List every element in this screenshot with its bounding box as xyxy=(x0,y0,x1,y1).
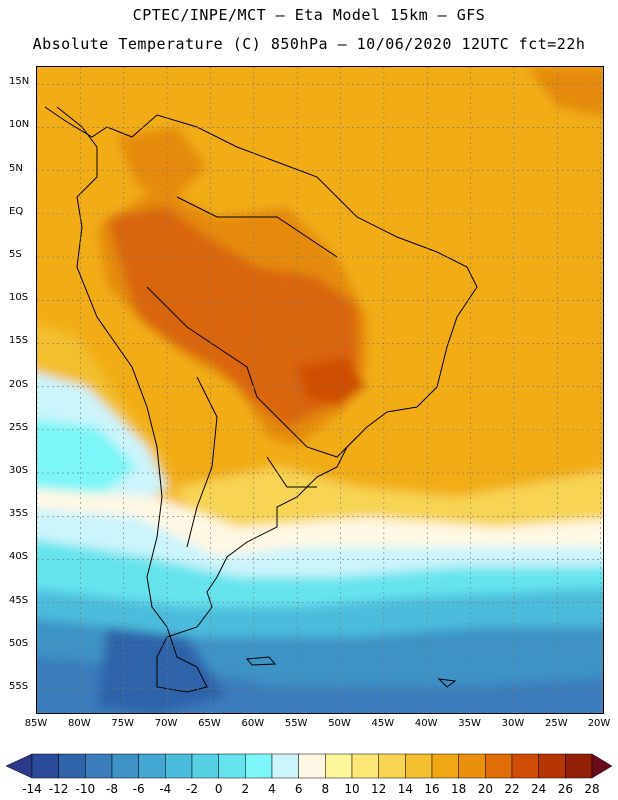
colorbar-tick-label: -8 xyxy=(106,782,118,796)
colorbar-swatch xyxy=(485,753,513,779)
colorbar-tick-label: 0 xyxy=(214,782,223,796)
colorbar-under-arrow xyxy=(5,753,33,779)
lat-tick-label: 30S xyxy=(9,465,29,477)
color-legend xyxy=(5,753,613,779)
colorbar-swatch xyxy=(431,753,459,779)
colorbar-tick-label: 4 xyxy=(268,782,276,796)
colorbar-tick-label: 20 xyxy=(477,782,493,796)
lon-tick-label: 40W xyxy=(414,718,438,729)
colorbar-swatch xyxy=(111,753,139,779)
lat-tick-label: 25S xyxy=(9,421,29,433)
colorbar-tick-label: -12 xyxy=(48,782,69,796)
colorbar-tick-label: 8 xyxy=(321,782,330,796)
colorbar-tick-label: 10 xyxy=(344,782,360,796)
colorbar-tick-label: -10 xyxy=(75,782,96,796)
colorbar-swatch xyxy=(245,753,273,779)
colorbar-swatch xyxy=(298,753,326,779)
colorbar-tick-label: -2 xyxy=(186,782,198,796)
lat-tick-label: 10S xyxy=(9,292,29,304)
colorbar-swatch xyxy=(378,753,406,779)
island xyxy=(246,656,277,666)
lat-tick-label: 10N xyxy=(9,119,30,131)
colorbar-tick-label: 12 xyxy=(371,782,387,796)
colorbar-swatch xyxy=(351,753,379,779)
colorbar-tick-label: -4 xyxy=(159,782,172,796)
temperature-field xyxy=(37,67,603,713)
lon-tick-label: 65W xyxy=(198,718,221,729)
lon-tick-label: 80W xyxy=(68,718,91,729)
field-band xyxy=(37,419,137,497)
lon-tick-label: 60W xyxy=(241,718,265,729)
graticule xyxy=(37,67,603,713)
colorbar-swatch xyxy=(58,753,86,779)
country-border xyxy=(146,286,278,418)
lat-tick-label: EQ xyxy=(9,205,24,217)
lon-tick-label: 25W xyxy=(544,718,568,729)
colorbar-tick-label: -14 xyxy=(22,782,42,796)
chart-title: CPTEC/INPE/MCT – Eta Model 15km – GFS xyxy=(132,6,486,24)
colorbar-tick-label: 16 xyxy=(424,782,440,796)
colorbar-swatch xyxy=(271,753,299,779)
colorbar-swatch xyxy=(191,753,219,779)
lon-tick-label: 55W xyxy=(284,718,308,729)
country-border xyxy=(276,416,358,458)
colorbar-tick-label: 14 xyxy=(397,782,413,796)
colorbar-tick-label: 22 xyxy=(504,782,520,796)
colorbar-tick-label: 2 xyxy=(241,782,250,796)
colorbar-swatch xyxy=(325,753,353,779)
country-border xyxy=(176,196,338,258)
lon-tick-label: 50W xyxy=(328,718,351,729)
colorbar-tick-label: 24 xyxy=(531,782,547,796)
lat-tick-label: 50S xyxy=(9,637,29,649)
lon-tick-label: 75W xyxy=(111,718,135,729)
colorbar-swatch xyxy=(511,753,539,779)
colorbar-tick-label: 28 xyxy=(584,782,600,796)
colorbar-tick-label: -6 xyxy=(132,782,145,796)
field-band xyxy=(117,127,207,197)
lon-tick-label: 70W xyxy=(154,718,178,729)
field-band xyxy=(107,207,357,427)
coastlines xyxy=(44,106,478,693)
colorbar-swatch xyxy=(538,753,566,779)
colorbar-tick-label: 26 xyxy=(557,782,573,796)
chart-subtitle: Absolute Temperature (C) 850hPa – 10/06/… xyxy=(32,35,586,53)
lat-tick-label: 5N xyxy=(9,162,23,174)
island xyxy=(437,678,457,688)
colorbar-swatch xyxy=(85,753,113,779)
field-band xyxy=(177,467,603,537)
lon-tick-label: 30W xyxy=(501,718,525,729)
lat-tick-label: 15N xyxy=(9,76,30,88)
colorbar-swatch xyxy=(458,753,486,779)
colorbar-over-arrow xyxy=(591,753,613,779)
lon-tick-label: 35W xyxy=(458,718,481,729)
map-panel xyxy=(36,66,604,714)
lat-tick-label: 20S xyxy=(9,378,29,390)
lon-tick-label: 20W xyxy=(587,718,611,729)
lat-tick-label: 15S xyxy=(9,335,29,347)
temperature-map xyxy=(37,67,603,713)
colorbar-swatch xyxy=(31,753,59,779)
colorbar-swatch xyxy=(165,753,193,779)
colorbar-swatch xyxy=(565,753,593,779)
lat-tick-label: 40S xyxy=(9,551,29,563)
country-border xyxy=(266,456,317,488)
continent-outline xyxy=(44,106,478,693)
field-band xyxy=(297,357,367,407)
lon-tick-label: 85W xyxy=(24,718,48,729)
field-band xyxy=(527,67,603,117)
lat-tick-label: 55S xyxy=(9,681,29,693)
lat-tick-label: 35S xyxy=(9,508,29,520)
colorbar-swatch xyxy=(138,753,166,779)
colorbar-swatch xyxy=(405,753,433,779)
lat-tick-label: 5S xyxy=(9,249,22,261)
field-band xyxy=(97,627,227,713)
colorbar-tick-label: 6 xyxy=(294,782,303,796)
lat-tick-label: 45S xyxy=(9,594,29,606)
lon-tick-label: 45W xyxy=(371,718,395,729)
colorbar-swatch xyxy=(218,753,246,779)
colorbar-tick-label: 18 xyxy=(451,782,467,796)
